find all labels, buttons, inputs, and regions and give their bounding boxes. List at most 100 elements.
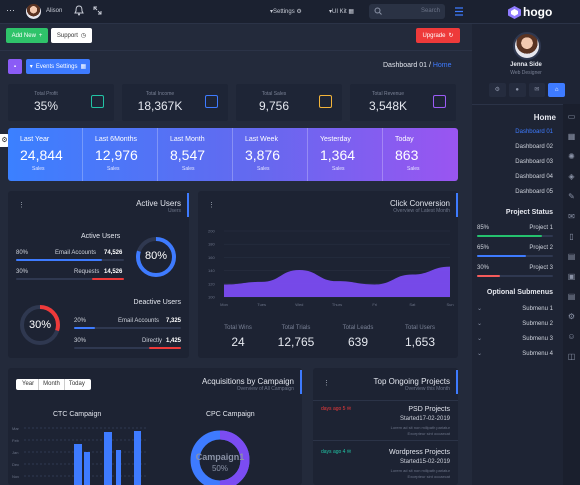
sidebar-item-dashboard-04[interactable]: Dashboard 04 <box>515 174 553 180</box>
project-desc: Lorem ad sit non millpath pariatur <box>390 425 450 430</box>
mail-icon[interactable]: ✉ <box>528 83 546 97</box>
mail-icon[interactable]: ✉ <box>568 212 575 221</box>
project-1-percent: 85% <box>477 225 490 231</box>
grid-icon[interactable]: ▦ <box>567 132 576 141</box>
menu-icon[interactable]: ⋮ <box>208 202 215 209</box>
top-navbar: ⋯ Alison ▾Settings ⚙ ▾UI Kit ▦ Search <box>0 0 472 24</box>
chart-icon[interactable]: ▤ <box>567 252 576 261</box>
donut-percent: 50% <box>211 464 228 473</box>
uikit-label: UI Kit <box>332 9 347 15</box>
submenu-1[interactable]: Submenu 1 <box>522 306 553 312</box>
tab-month[interactable]: Month <box>38 379 64 390</box>
profile-role: Web Designer <box>510 70 542 76</box>
upgrade-button[interactable]: Upgrade ↻ <box>416 28 460 43</box>
pen-icon[interactable]: ✎ <box>568 192 575 201</box>
apps-button[interactable]: ▪ <box>8 59 22 74</box>
monitor-icon[interactable]: ▭ <box>567 112 576 121</box>
sidebar-item-dashboard-03[interactable]: Dashboard 03 <box>515 159 553 165</box>
period-summary-band: Last Year 24,844 Sales Last 6Months 12,976 S… <box>8 128 458 181</box>
hamburger-icon[interactable] <box>455 7 463 16</box>
uikit-dropdown[interactable]: ▾UI Kit ▦ <box>329 9 355 15</box>
search-input[interactable]: Search <box>420 8 440 14</box>
period-value: 12,976 <box>95 147 138 163</box>
menu-icon[interactable]: ⋮ <box>18 202 25 209</box>
user-name[interactable]: Alison <box>46 8 63 14</box>
layers-icon <box>433 95 446 108</box>
project-name[interactable]: PSD Projects <box>408 406 450 413</box>
settings-dropdown[interactable]: ▾Settings ⚙ <box>270 9 302 15</box>
profile-avatar[interactable] <box>513 32 541 60</box>
requests-progress-fill <box>91 278 124 280</box>
x-tick-label: Sat <box>409 302 416 307</box>
submenu-2[interactable]: Submenu 2 <box>522 321 553 327</box>
user-icon[interactable]: ● <box>508 83 526 97</box>
settings-label: Settings <box>273 9 295 15</box>
project-started: Started17-02-2019 <box>399 416 450 422</box>
project-desc: Lorem ad sit non millpath pariatur <box>390 468 450 473</box>
users-icon[interactable]: ☺ <box>567 332 576 341</box>
project-3-bar <box>477 275 553 277</box>
period-label: Last Week <box>245 136 278 143</box>
chevron-down-icon: ⌄ <box>477 336 483 342</box>
breadcrumb-section[interactable]: Dashboard 01 <box>383 62 427 69</box>
bar-chart-icon <box>319 95 332 108</box>
cog-icon[interactable]: ✺ <box>568 152 575 161</box>
breadcrumb: Dashboard 01 / Home <box>383 62 452 69</box>
deactive-users-heading: Deactive Users <box>133 299 181 306</box>
tab-today[interactable]: Today <box>63 379 89 390</box>
dots-menu-icon[interactable]: ⋯ <box>6 5 15 15</box>
fullscreen-icon[interactable] <box>93 6 102 15</box>
sidebar-item-dashboard-01[interactable]: Dashboard 01 <box>515 129 553 135</box>
right-sidebar: Jenna Side Web Designer ⚙ ● ✉ ⌂ Home Das… <box>472 24 580 485</box>
user-avatar[interactable] <box>26 4 41 19</box>
calendar-icon: ▦ <box>80 64 87 70</box>
requests-percent: 30% <box>16 269 29 275</box>
submenu-3[interactable]: Submenu 3 <box>522 336 553 342</box>
support-button[interactable]: Support ◷ <box>51 28 92 43</box>
stat-value: 9,756 <box>258 99 290 113</box>
period-value: 1,364 <box>320 147 356 163</box>
brand-name[interactable]: hogo <box>523 5 553 19</box>
theme-settings-icon[interactable]: ⚙ <box>0 134 9 147</box>
layers-icon[interactable]: ◫ <box>567 352 576 361</box>
settings-icon[interactable]: ⚙ <box>567 312 576 321</box>
project-2-label: Project 2 <box>529 245 553 251</box>
settings-icon[interactable]: ⚙ <box>489 83 506 97</box>
card-accent <box>456 370 458 394</box>
events-settings-button[interactable]: ▾ Events Settings ▦ <box>26 59 90 74</box>
bell-icon[interactable] <box>74 5 84 16</box>
tab-year[interactable]: Year <box>22 381 35 387</box>
sidebar-item-dashboard-05[interactable]: Dashboard 05 <box>515 189 553 195</box>
package-icon[interactable]: ◈ <box>568 172 575 181</box>
layout-icon[interactable]: ▣ <box>567 272 576 281</box>
add-new-button[interactable]: Add New + <box>6 28 48 43</box>
cpc-title: CPC Campaign <box>206 411 255 418</box>
footer-value: 12,765 <box>277 335 315 349</box>
x-tick-label: Fri <box>372 302 377 307</box>
submenu-4[interactable]: Submenu 4 <box>522 351 553 357</box>
card-subtitle: Users <box>167 208 181 214</box>
menu-icon[interactable]: ⋮ <box>323 380 330 387</box>
document-icon[interactable]: ▤ <box>567 292 576 301</box>
support-label: Support <box>56 32 78 39</box>
x-tick-label: Mon <box>220 302 228 307</box>
card-title: Acquisitions by Campaign <box>201 377 294 386</box>
stat-card-profit: Total Profit 35% <box>8 84 114 121</box>
period-label: Today <box>395 136 414 143</box>
profile-actions: ⚙ ● ✉ ⌂ <box>489 83 565 97</box>
period-today: Today 863 Sales <box>383 128 458 181</box>
search-box[interactable]: Search <box>369 4 445 19</box>
period-label: Last Year <box>20 136 50 143</box>
period-value: 8,547 <box>170 147 206 163</box>
stat-label: Total Sales <box>261 91 287 97</box>
email-value: 74,526 <box>104 250 123 256</box>
project-badge-text: days ago 5 <box>321 406 346 412</box>
sidebar-item-dashboard-02[interactable]: Dashboard 02 <box>515 144 553 150</box>
requests-value: 14,526 <box>104 269 123 275</box>
home-icon[interactable]: ⌂ <box>548 83 565 97</box>
project-status-title: Project Status <box>505 209 553 216</box>
project-name[interactable]: Wordpress Projects <box>389 449 450 456</box>
file-icon[interactable]: ▯ <box>569 232 574 241</box>
logo-icon <box>508 6 521 19</box>
breadcrumb-home[interactable]: Home <box>432 62 452 69</box>
